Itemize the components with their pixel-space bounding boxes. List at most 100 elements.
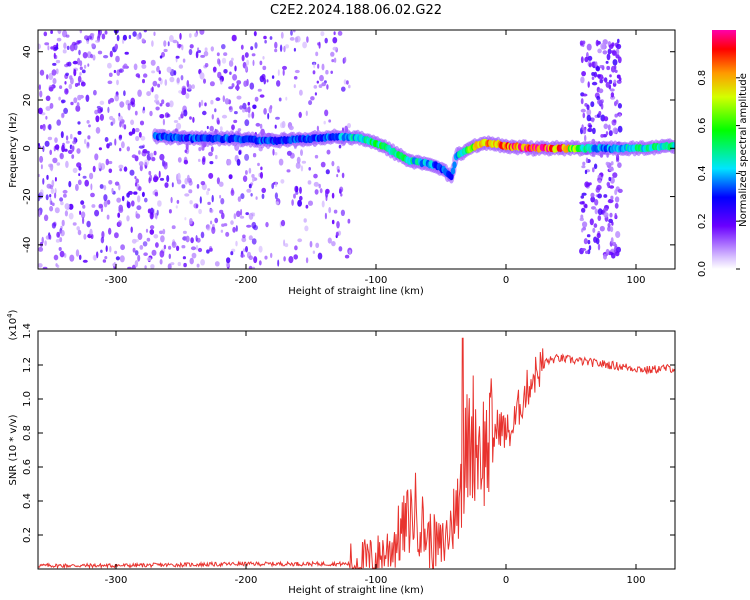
noise-dot xyxy=(183,262,187,268)
sideband-dot xyxy=(582,226,586,231)
noise-dot xyxy=(56,231,60,238)
noise-dot xyxy=(64,203,70,210)
noise-dot xyxy=(77,179,82,186)
noise-dot xyxy=(261,193,265,199)
sideband-dot xyxy=(588,124,593,128)
sideband-dot xyxy=(615,99,619,105)
sideband-dot xyxy=(590,101,595,108)
noise-dot xyxy=(119,147,122,152)
noise-dot xyxy=(57,30,62,35)
noise-dot xyxy=(343,79,347,85)
noise-dot xyxy=(243,80,248,87)
noise-dot xyxy=(204,47,208,52)
noise-dot xyxy=(76,226,80,231)
noise-dot xyxy=(199,72,205,80)
noise-dot xyxy=(84,179,89,187)
noise-dot xyxy=(54,144,60,151)
noise-dot xyxy=(142,241,148,247)
noise-dot xyxy=(242,175,248,182)
noise-dot xyxy=(295,162,301,169)
sideband-dot xyxy=(600,134,604,138)
noise-dot xyxy=(289,152,295,159)
sideband-dot xyxy=(581,71,586,77)
noise-dot xyxy=(316,80,319,84)
noise-dot xyxy=(221,212,225,220)
noise-dot xyxy=(159,259,163,265)
noise-dot xyxy=(199,196,202,204)
noise-dot xyxy=(118,164,124,169)
noise-dot xyxy=(39,189,44,196)
noise-dot xyxy=(331,219,335,225)
noise-dot xyxy=(94,153,99,161)
sideband-dot xyxy=(612,127,618,134)
noise-dot xyxy=(74,83,79,87)
noise-dot xyxy=(320,31,325,37)
noise-dot xyxy=(246,224,252,228)
noise-dot xyxy=(293,30,296,33)
sideband-dot xyxy=(607,124,611,131)
noise-dot xyxy=(252,104,257,110)
noise-dot xyxy=(321,200,325,208)
sideband-dot xyxy=(617,38,620,44)
noise-dot xyxy=(138,150,141,155)
sideband-dot xyxy=(609,212,613,218)
noise-dot xyxy=(80,200,85,205)
sideband-dot xyxy=(598,88,604,94)
noise-dot xyxy=(214,261,220,267)
sideband-dot xyxy=(615,251,620,257)
noise-dot xyxy=(101,231,105,239)
noise-dot xyxy=(105,245,108,253)
noise-dot xyxy=(178,116,181,121)
noise-dot xyxy=(140,135,146,141)
noise-dot xyxy=(228,174,233,180)
sideband-dot xyxy=(604,77,608,83)
noise-dot xyxy=(60,201,64,206)
noise-dot xyxy=(49,234,52,240)
noise-dot xyxy=(136,205,142,211)
noise-dot xyxy=(209,208,214,214)
noise-dot xyxy=(325,169,330,175)
sideband-dot xyxy=(586,234,591,238)
noise-dot xyxy=(109,50,113,58)
sideband-dot xyxy=(608,176,612,182)
noise-dot xyxy=(38,107,43,115)
noise-dot xyxy=(55,239,61,243)
noise-dot xyxy=(346,80,349,85)
noise-dot xyxy=(176,179,182,185)
noise-dot xyxy=(50,188,55,194)
noise-dot xyxy=(49,149,52,155)
noise-dot xyxy=(328,119,332,123)
sideband-dot xyxy=(609,185,615,189)
sideband-dot xyxy=(618,113,621,118)
noise-dot xyxy=(55,263,58,267)
noise-dot xyxy=(339,186,344,193)
sideband-dot xyxy=(596,95,601,101)
noise-dot xyxy=(129,101,134,106)
noise-dot xyxy=(319,74,324,82)
sideband-dot xyxy=(608,44,614,49)
noise-dot xyxy=(198,158,201,162)
noise-dot xyxy=(300,165,304,172)
noise-dot xyxy=(298,111,302,118)
noise-dot xyxy=(126,192,130,198)
noise-dot xyxy=(38,210,41,218)
sideband-dot xyxy=(605,60,609,64)
noise-dot xyxy=(195,51,199,59)
sideband-dot xyxy=(612,50,617,56)
noise-dot xyxy=(181,111,184,115)
sideband-dot xyxy=(581,124,584,131)
spectrogram-y-axis-label: Frequency (Hz) xyxy=(8,112,19,188)
noise-dot xyxy=(72,167,78,174)
sideband-dot xyxy=(617,162,622,169)
noise-dot xyxy=(320,161,326,168)
noise-dot xyxy=(52,157,58,164)
noise-dot xyxy=(117,212,121,218)
noise-dot xyxy=(40,124,43,130)
noise-dot xyxy=(321,63,325,71)
snr-y-axis-label: SNR (10 * v/v) xyxy=(8,414,19,485)
noise-dot xyxy=(54,177,57,182)
noise-dot xyxy=(51,179,55,187)
sideband-dot xyxy=(580,56,584,64)
noise-dot xyxy=(208,172,214,179)
noise-dot xyxy=(154,94,159,100)
